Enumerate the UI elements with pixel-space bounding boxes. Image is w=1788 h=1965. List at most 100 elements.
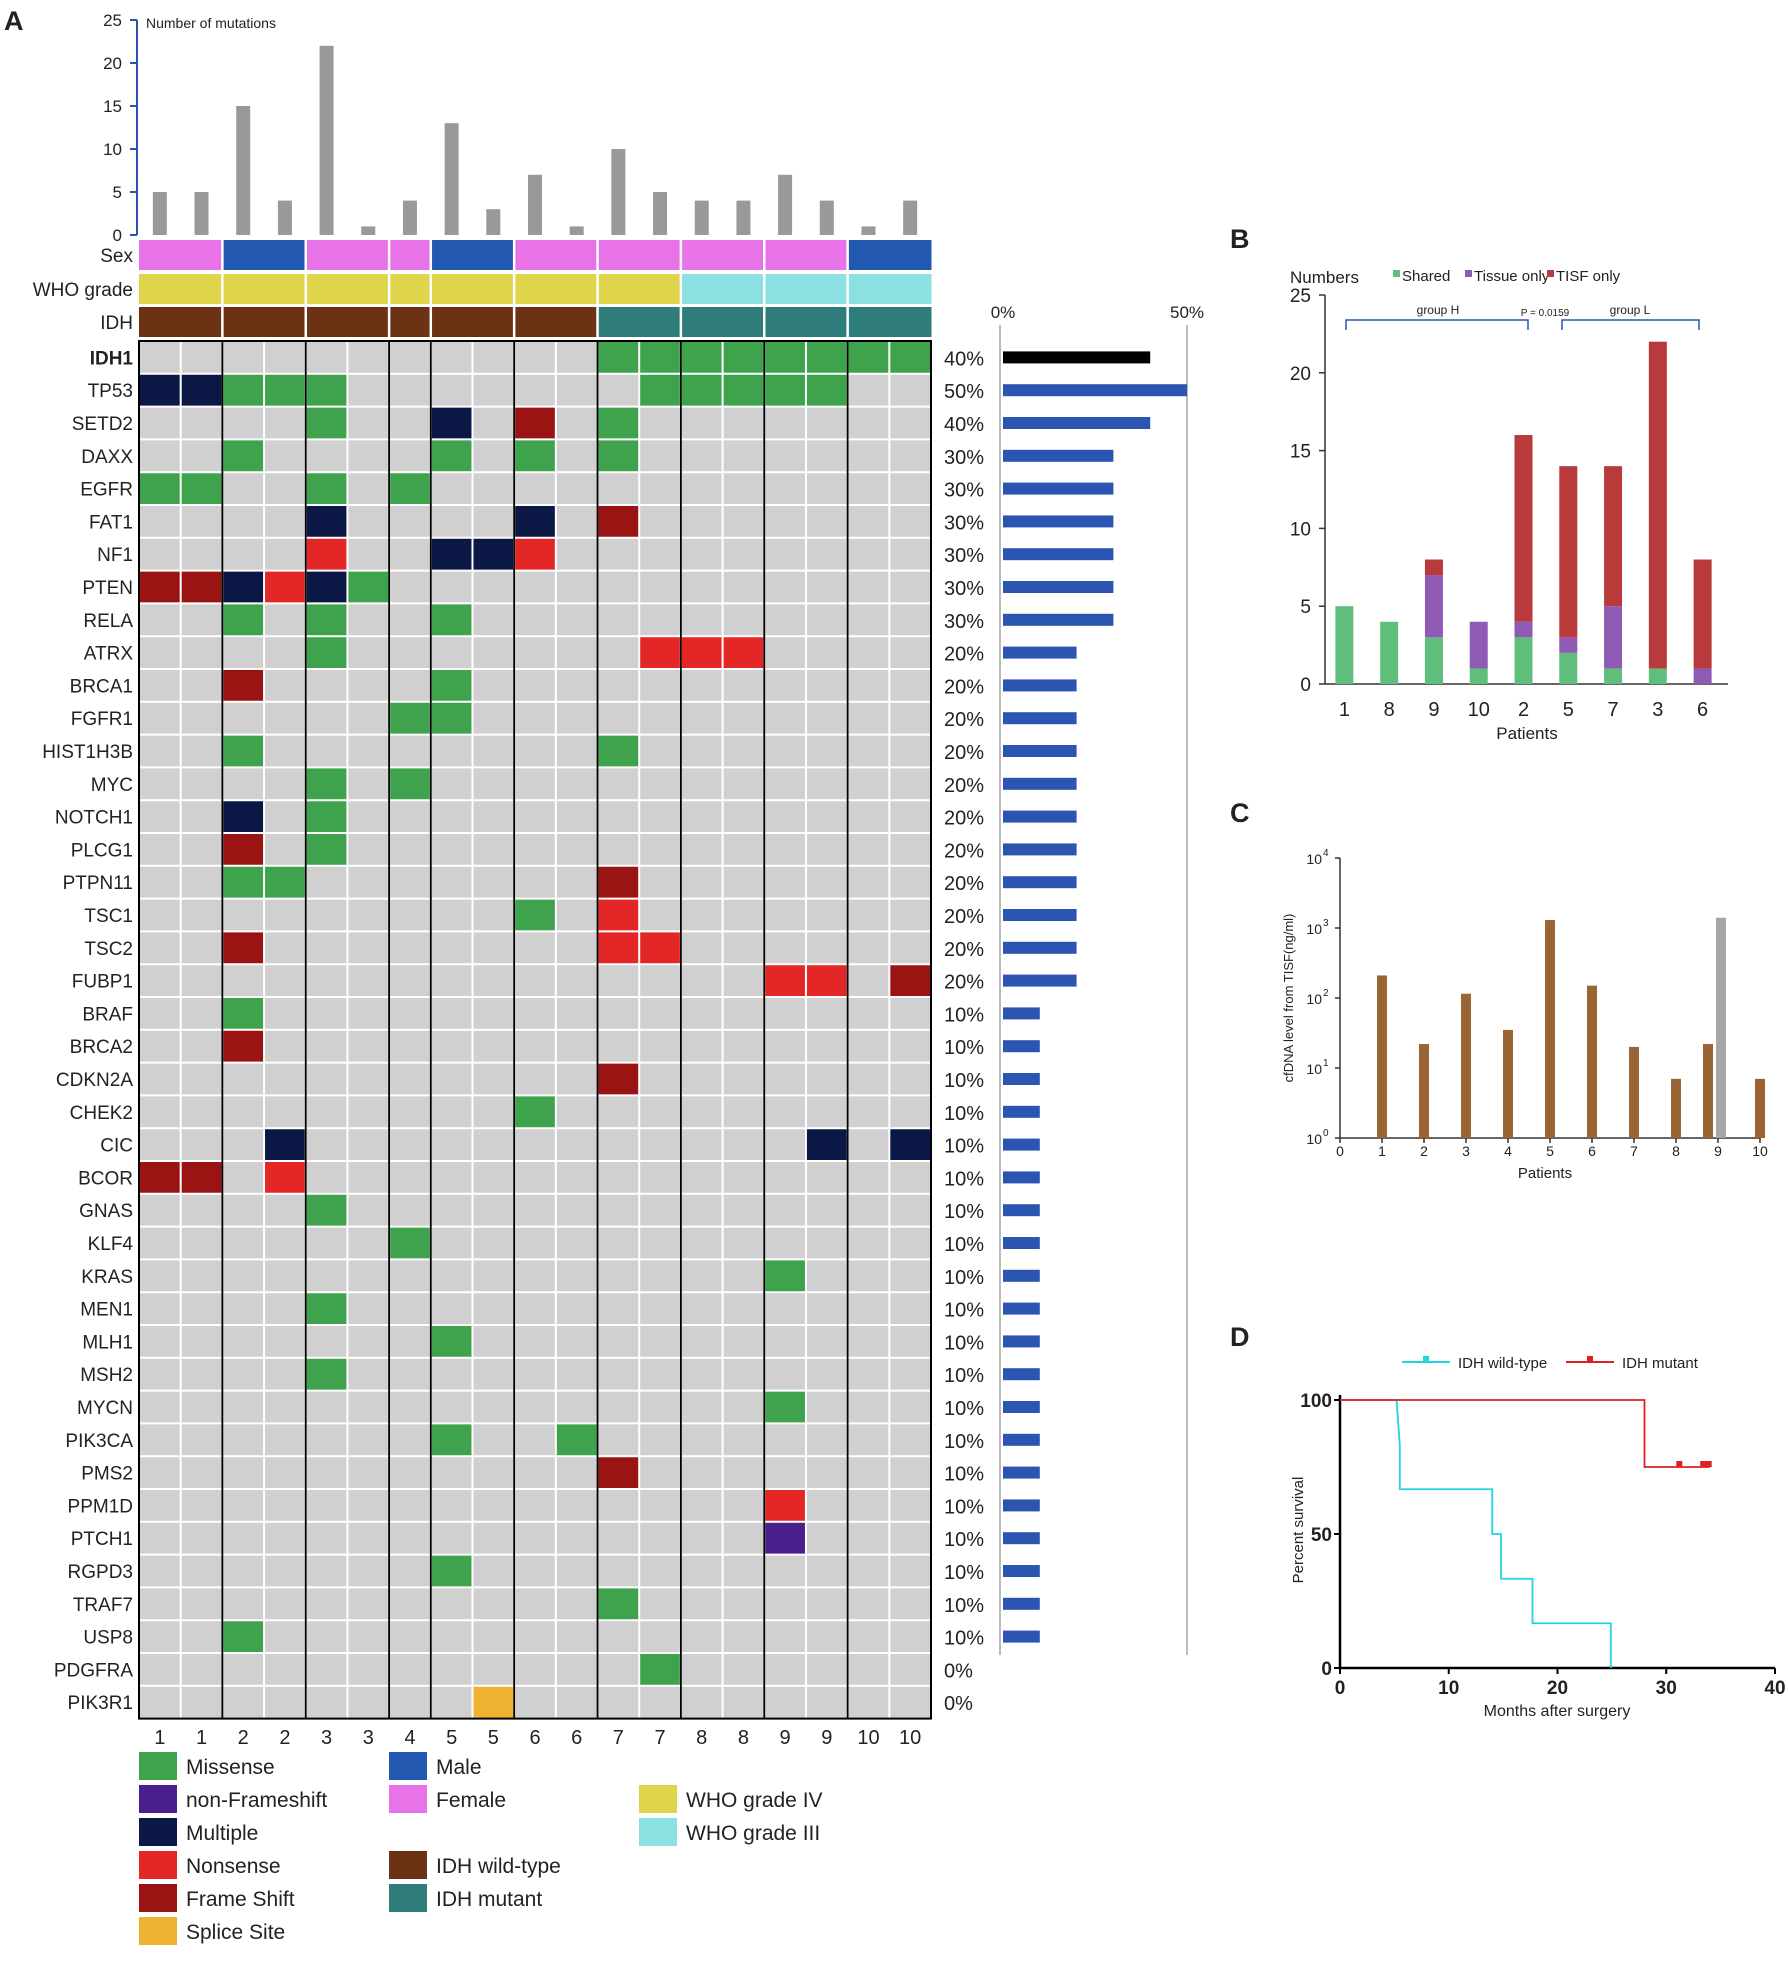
- freq-bar-USP8: [1003, 1630, 1040, 1643]
- freq-bar-PTPN11: [1003, 876, 1077, 889]
- c-bar-patient-5: [1545, 920, 1555, 1138]
- freq-bar-TRAF7: [1003, 1597, 1040, 1610]
- b-bar-6-tissue-only: [1693, 668, 1712, 684]
- freq-label-HIST1H3B: 20%: [944, 742, 984, 764]
- c-bar-patient-9: [1703, 1044, 1713, 1138]
- top-bar-8: [444, 123, 459, 235]
- mutation-TP53-missense: [264, 373, 306, 407]
- legend-label-splice_site: Splice Site: [186, 1921, 285, 1944]
- freq-bar-NOTCH1: [1003, 810, 1077, 823]
- freq-bar-SETD2: [1003, 417, 1151, 429]
- c-x-tick-label: 2: [1420, 1143, 1428, 1159]
- freq-bar-RELA: [1003, 613, 1114, 626]
- mutation-PTEN-nonsense: [264, 570, 306, 604]
- top-bar-3: [236, 106, 251, 235]
- mutation-DAXX-missense: [430, 439, 473, 473]
- legend-swatch-female: [389, 1785, 427, 1813]
- b-bar-7-shared: [1604, 668, 1623, 684]
- b-x-tick-label: 3: [1652, 699, 1663, 721]
- gene-label-NOTCH1: NOTCH1: [55, 808, 133, 829]
- mutation-PLCG1-frame_shift: [222, 833, 265, 866]
- track-idh-cell: [555, 307, 599, 337]
- d-x-label: Months after surgery: [1484, 1703, 1631, 1720]
- track-idh-cell: [889, 307, 932, 337]
- mutation-FUBP1-frame_shift: [889, 964, 931, 997]
- track-idh-cell: [764, 307, 807, 337]
- b-bar-9-tissue-only: [1424, 575, 1443, 638]
- freq-label-RELA: 30%: [944, 611, 984, 633]
- track-idh-cell: [139, 307, 182, 337]
- top-bar-y-tick-label: 10: [103, 140, 122, 159]
- d-legend-label: IDH mutant: [1622, 1355, 1699, 1372]
- b-legend-swatch: [1547, 270, 1554, 277]
- mutation-PTPN11-missense: [222, 865, 265, 899]
- c-bar-patient-4: [1503, 1029, 1513, 1138]
- b-legend-label: Tissue only: [1474, 268, 1550, 285]
- top-bar-y-tick-label: 5: [113, 183, 122, 202]
- freq-label-BCOR: 10%: [944, 1168, 984, 1190]
- d-legend-label: IDH wild-type: [1458, 1355, 1547, 1372]
- gene-label-HIST1H3B: HIST1H3B: [42, 742, 133, 763]
- gene-label-PTCH1: PTCH1: [71, 1529, 133, 1550]
- freq-bar-BRAF: [1003, 1007, 1040, 1020]
- freq-bar-CDKN2A: [1003, 1073, 1040, 1085]
- gene-label-PIK3R1: PIK3R1: [68, 1693, 133, 1714]
- mutation-EGFR-missense: [389, 472, 431, 505]
- mutation-RELA-missense: [430, 603, 473, 637]
- mutation-DAXX-missense: [597, 439, 640, 473]
- legend-label-non_frameshift: non-Frameshift: [186, 1789, 327, 1812]
- sample-label: 4: [404, 1727, 415, 1749]
- legend-label-multiple: Multiple: [186, 1822, 258, 1845]
- freq-bar-PTCH1: [1003, 1532, 1040, 1545]
- mutation-BCOR-frame_shift: [180, 1161, 223, 1194]
- b-title: Numbers: [1290, 268, 1359, 287]
- mutation-IDH1-missense: [847, 341, 890, 374]
- legend-label-idh_wt: IDH wild-type: [436, 1855, 561, 1878]
- top-bar-5: [319, 45, 334, 235]
- track-grade-cell: [139, 274, 182, 304]
- d-x-tick-label: 40: [1764, 1678, 1785, 1699]
- mutation-FAT1-frame_shift: [597, 505, 640, 538]
- d-x-tick-label: 10: [1438, 1678, 1459, 1699]
- freq-bar-GNAS: [1003, 1204, 1040, 1217]
- mutation-IDH1-missense: [680, 341, 723, 374]
- freq-bar-CHEK2: [1003, 1105, 1040, 1118]
- b-bar-9-shared: [1424, 637, 1443, 684]
- gene-label-ATRX: ATRX: [84, 644, 134, 665]
- top-bar-y-tick-label: 25: [103, 11, 122, 30]
- track-label-sex: Sex: [100, 246, 133, 267]
- gene-label-MYCN: MYCN: [77, 1398, 133, 1419]
- gene-label-SETD2: SETD2: [72, 414, 133, 435]
- top-bar-7: [402, 200, 417, 235]
- freq-bar-PIK3CA: [1003, 1433, 1040, 1446]
- b-bar-2-shared: [1514, 637, 1533, 684]
- d-x-tick-label: 20: [1547, 1678, 1568, 1699]
- top-bar-16: [778, 174, 793, 235]
- freq-bar-NF1: [1003, 548, 1114, 561]
- mutation-FUBP1-nonsense: [764, 964, 806, 997]
- track-idh-cell: [805, 307, 849, 337]
- mutation-TP53-missense: [805, 373, 848, 407]
- mutation-TP53-missense: [639, 373, 681, 407]
- gene-label-FUBP1: FUBP1: [72, 972, 133, 993]
- freq-label-TRAF7: 10%: [944, 1595, 984, 1617]
- c-bar-patient-7: [1629, 1046, 1639, 1138]
- track-grade-cell: [805, 274, 849, 304]
- track-grade-cell: [305, 274, 348, 304]
- gene-label-BRCA1: BRCA1: [70, 676, 133, 697]
- freq-label-KRAS: 10%: [944, 1267, 984, 1289]
- top-bar-6: [361, 226, 376, 235]
- d-censor-mark: [1705, 1461, 1712, 1467]
- b-x-tick-label: 6: [1697, 699, 1708, 721]
- b-x-tick-label: 1: [1339, 699, 1350, 721]
- mutation-IDH1-missense: [764, 341, 806, 374]
- freq-label-USP8: 10%: [944, 1628, 984, 1650]
- freq-bar-CIC: [1003, 1138, 1040, 1151]
- mutation-TP53-multiple: [180, 373, 223, 407]
- c-bar-patient-2: [1419, 1044, 1429, 1138]
- freq-bar-BRCA1: [1003, 679, 1077, 692]
- freq-label-TP53: 50%: [944, 381, 984, 403]
- top-bar-y-tick-label: 15: [103, 97, 122, 116]
- panel-label-b: B: [1230, 224, 1250, 254]
- c-y-tick-base: 10: [1306, 851, 1322, 867]
